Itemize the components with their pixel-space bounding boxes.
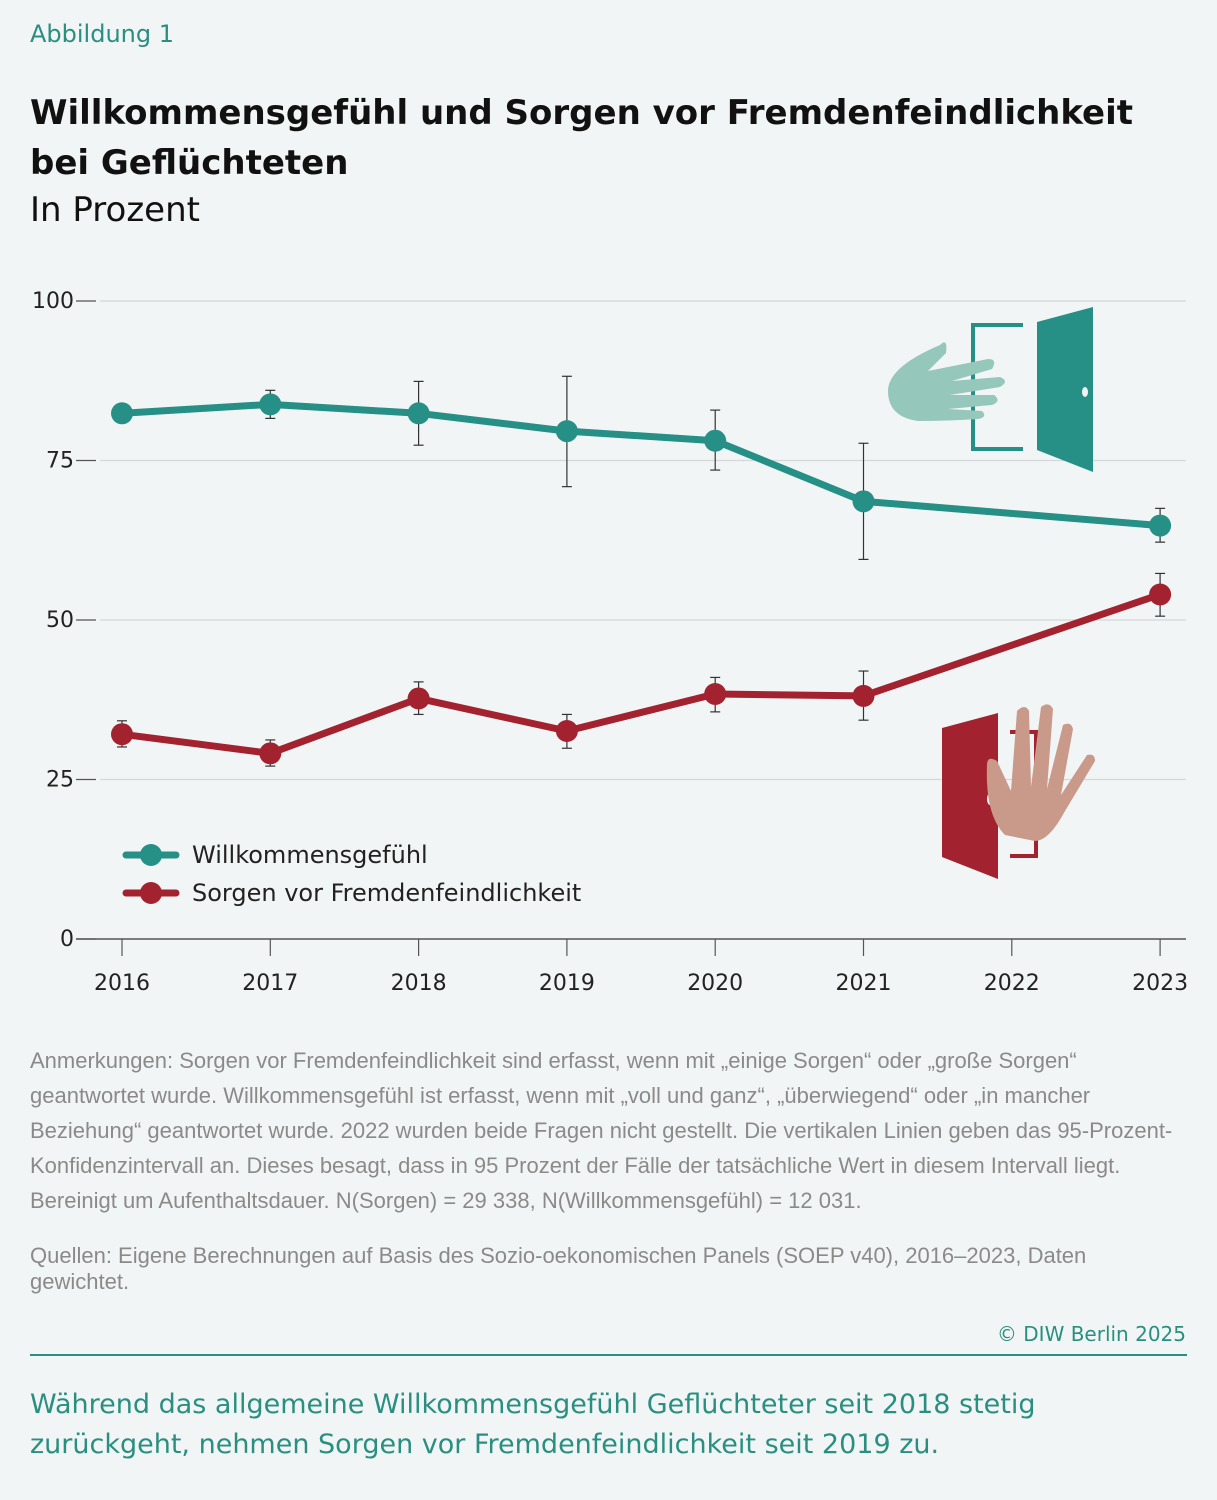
copyright: © DIW Berlin 2025 — [996, 1322, 1186, 1346]
line-chart: 0 25 50 75 100 2016 2017 2018 2019 2020 2021 2022 20… — [32, 289, 1188, 996]
data-point — [259, 393, 282, 416]
y-tick-label: 75 — [46, 449, 74, 474]
data-point — [1149, 583, 1172, 606]
x-tick-label: 2017 — [242, 971, 298, 996]
series-sorgen — [111, 572, 1172, 767]
data-point — [407, 687, 430, 710]
x-tick-label: 2022 — [984, 971, 1040, 996]
x-tick-label: 2018 — [391, 971, 447, 996]
chart-sources: Quellen: Eigene Berechnungen auf Basis d… — [30, 1243, 1087, 1294]
data-point — [407, 402, 430, 425]
series-willkommen — [111, 375, 1172, 560]
x-tick-label: 2020 — [687, 971, 743, 996]
series-line — [121, 591, 1162, 757]
legend-marker — [140, 844, 162, 866]
figure-label: Abbildung 1 — [30, 20, 175, 48]
x-tick-label: 2021 — [836, 971, 892, 996]
y-tick-label: 25 — [46, 768, 74, 793]
series-line — [121, 400, 1161, 530]
data-point — [1149, 514, 1172, 537]
chart-subtitle: In Prozent — [30, 190, 200, 230]
x-tick-label: 2023 — [1132, 971, 1188, 996]
y-tick-label: 100 — [32, 289, 74, 314]
summary-text: Während das allgemeine Willkommensgefühl… — [30, 1389, 1036, 1460]
data-point — [555, 720, 578, 743]
chart-title: Willkommensgefühl und Sorgen vor Fremden… — [30, 93, 1134, 183]
data-point — [704, 683, 727, 706]
legend-marker — [140, 882, 162, 904]
y-tick-label: 0 — [60, 927, 74, 952]
data-point — [111, 402, 133, 425]
data-point — [259, 742, 282, 765]
data-point — [111, 723, 133, 746]
welcome-hand-door-icon — [888, 307, 1093, 472]
data-point — [704, 429, 727, 452]
legend-label: Willkommensgefühl — [192, 841, 428, 869]
data-point — [852, 490, 875, 513]
chart-notes: Anmerkungen: Sorgen vor Fremdenfeindlich… — [30, 1048, 1173, 1213]
x-tick-label: 2019 — [539, 971, 595, 996]
y-tick-label: 50 — [46, 608, 74, 633]
legend-label: Sorgen vor Fremdenfeindlichkeit — [192, 879, 581, 907]
rejecting-hand-door-icon — [942, 704, 1095, 879]
divider — [30, 1354, 1187, 1356]
data-point — [852, 684, 875, 707]
x-tick-label: 2016 — [94, 971, 150, 996]
data-point — [555, 420, 578, 443]
